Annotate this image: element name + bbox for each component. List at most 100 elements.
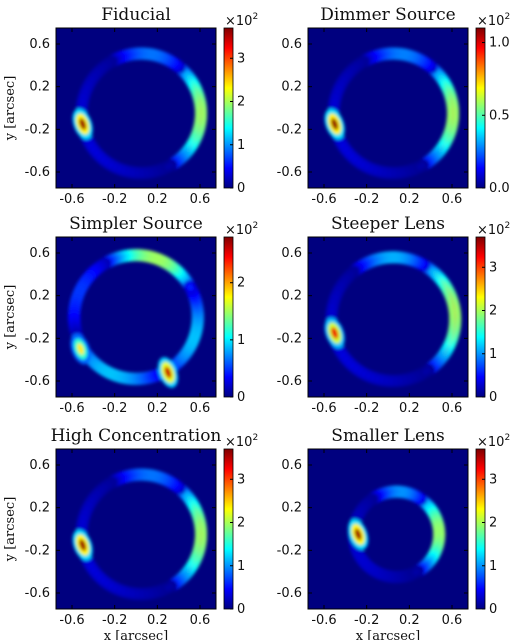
colorbar	[475, 27, 486, 189]
panel-0: Fiducial -0.6 -0.2 0.2 0.6 0.6 0.2 -0.2 -0.6 y [a…	[3, 5, 258, 207]
panel-3: Steeper Lens -0.6 -0.2 0.2 0.6 0.6 0.2 -0.2 -0.6…	[277, 214, 511, 416]
panel-title: Fiducial	[101, 5, 171, 25]
y-tick-label: 0.2	[281, 80, 302, 95]
x-tick-label: -0.2	[354, 401, 379, 416]
y-tick-label: -0.6	[277, 165, 302, 180]
colorbar-tick-label: 1	[489, 559, 497, 574]
y-tick-label: -0.6	[277, 374, 302, 389]
heatmap-image	[72, 468, 208, 601]
colorbar	[223, 236, 234, 398]
y-tick-label: 0.6	[29, 458, 50, 473]
colorbar-tick-label: 2	[489, 304, 497, 319]
y-tick-label: -0.6	[25, 586, 50, 601]
colorbar-exponent: ×102	[477, 433, 510, 450]
image-blob	[354, 528, 362, 541]
y-tick-label: 0.6	[281, 458, 302, 473]
colorbar-tick-label: 2	[237, 276, 245, 291]
heatmap-image	[324, 251, 462, 387]
x-tick-label: -0.2	[102, 192, 127, 207]
x-tick-label: -0.2	[102, 613, 127, 628]
colorbar-tick-label: 3	[489, 472, 497, 487]
arc-segment	[423, 368, 431, 375]
x-tick-label: 0.6	[442, 192, 463, 207]
image-blob	[331, 327, 339, 339]
x-tick-label: -0.6	[311, 401, 336, 416]
panel-4: High Concentration -0.6 -0.2 0.2 0.6 0.6 0.2 -0…	[3, 426, 258, 640]
panel-title: Steeper Lens	[331, 214, 445, 234]
y-tick-label: 0.6	[281, 37, 302, 52]
arc-segment	[417, 163, 425, 169]
colorbar-tick-label: 0	[237, 390, 245, 405]
y-tick-label: -0.2	[25, 543, 50, 558]
panel-title: Dimmer Source	[320, 5, 455, 25]
x-tick-label: 0.2	[399, 613, 420, 628]
x-tick-label: 0.2	[147, 613, 168, 628]
x-tick-label: 0.6	[442, 613, 463, 628]
colorbar-tick-label: 1	[237, 333, 245, 348]
colorbar-exponent: ×102	[477, 221, 510, 238]
y-tick-label: -0.6	[25, 165, 50, 180]
arc-segment	[187, 284, 193, 290]
axes-frame	[55, 236, 217, 398]
axes-frame	[307, 27, 469, 189]
arc-segment	[165, 163, 173, 169]
y-axis-label: y [arcsec]	[3, 76, 18, 142]
image-blob	[77, 343, 85, 355]
y-axis-label: y [arcsec]	[3, 285, 18, 351]
x-tick-label: 0.2	[399, 192, 420, 207]
heatmap-background	[56, 237, 216, 397]
y-tick-label: 0.2	[281, 289, 302, 304]
y-axis-label: y [arcsec]	[3, 497, 18, 563]
panel-title: Simpler Source	[69, 214, 203, 234]
x-tick-label: -0.6	[59, 613, 84, 628]
colorbar-tick-label: 1.0	[489, 36, 510, 51]
x-tick-label: 0.2	[147, 401, 168, 416]
y-tick-label: -0.6	[277, 586, 302, 601]
colorbar	[223, 27, 234, 189]
y-tick-label: -0.2	[25, 122, 50, 137]
colorbar-tick-label: 2	[489, 516, 497, 531]
x-axis-label: x [arcsec]	[104, 629, 169, 640]
colorbar-tick-label: 3	[237, 472, 245, 487]
x-tick-label: 0.2	[399, 401, 420, 416]
y-tick-label: 0.2	[281, 501, 302, 516]
colorbar-exponent: ×102	[225, 433, 258, 450]
x-axis-label: x [arcsec]	[356, 629, 421, 640]
colorbar-exponent: ×102	[225, 12, 258, 29]
axes-frame	[55, 448, 217, 610]
colorbar-tick-label: 2	[237, 95, 245, 110]
image-blob	[331, 118, 339, 130]
image-blob	[79, 539, 87, 551]
x-tick-label: 0.6	[190, 613, 211, 628]
x-tick-label: -0.2	[102, 401, 127, 416]
image-blob	[79, 118, 87, 130]
x-tick-label: -0.6	[311, 192, 336, 207]
y-tick-label: -0.2	[277, 543, 302, 558]
colorbar-tick-label: 0.0	[489, 181, 510, 196]
axes-frame	[307, 236, 469, 398]
y-tick-label: 0.6	[29, 37, 50, 52]
colorbar-tick-label: 0.5	[489, 108, 510, 123]
x-tick-label: -0.2	[354, 192, 379, 207]
axes-frame	[55, 27, 217, 189]
colorbar-exponent: ×102	[225, 221, 258, 238]
y-tick-label: -0.2	[277, 122, 302, 137]
arc-segment	[413, 569, 420, 575]
x-tick-label: -0.2	[354, 613, 379, 628]
colorbar-tick-label: 3	[489, 260, 497, 275]
heatmap-image	[324, 47, 460, 180]
colorbar	[475, 448, 486, 610]
y-tick-label: -0.2	[277, 331, 302, 346]
colorbar-tick-label: 3	[237, 51, 245, 66]
panel-title: High Concentration	[51, 426, 222, 446]
x-tick-label: -0.6	[59, 401, 84, 416]
colorbar-tick-label: 2	[237, 516, 245, 531]
x-tick-label: -0.6	[59, 192, 84, 207]
colorbar-tick-label: 0	[489, 602, 497, 617]
image-blob	[164, 366, 172, 379]
x-tick-label: 0.2	[147, 192, 168, 207]
x-tick-label: 0.6	[190, 401, 211, 416]
arc-segment	[165, 584, 173, 590]
panel-2: Simpler Source -0.6 -0.2 0.2 0.6 0.6 0.2 -0.2 -0…	[3, 214, 258, 416]
